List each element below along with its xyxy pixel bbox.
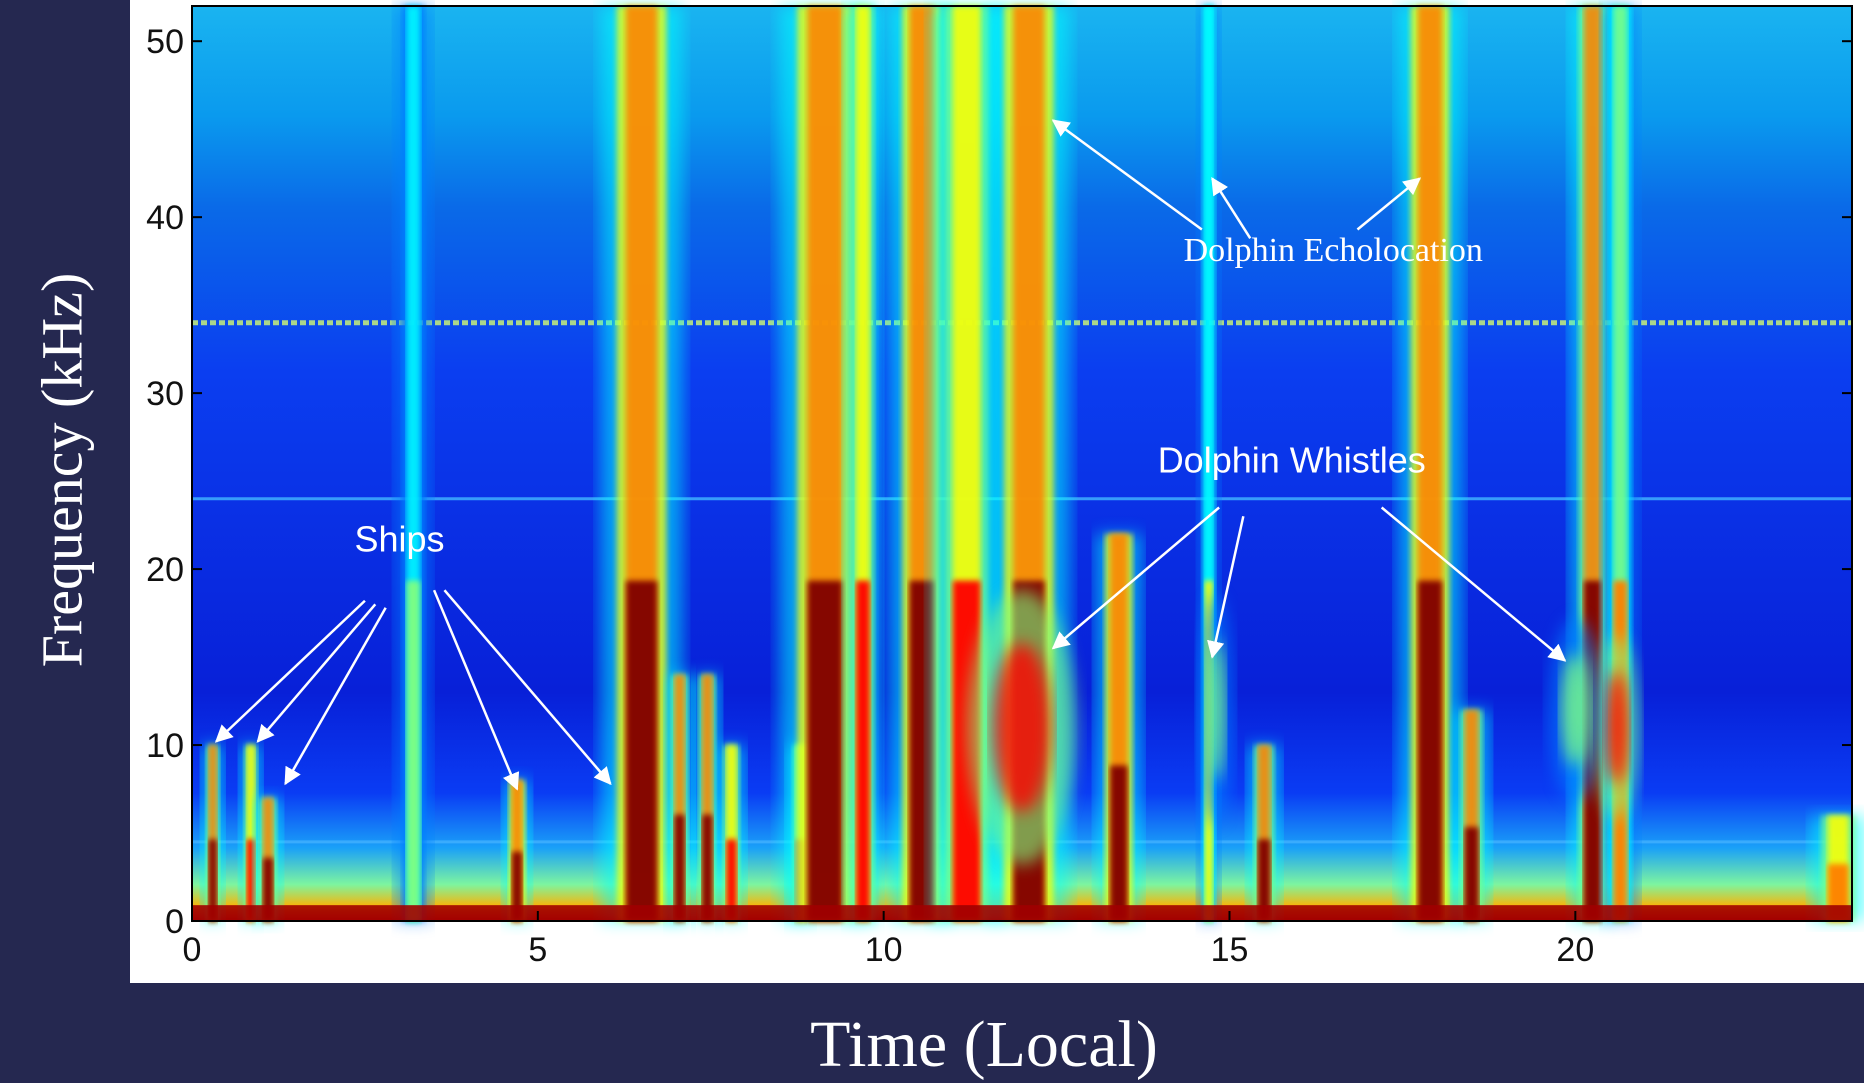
annotation-arrow [284,607,387,786]
y-axis-label: Frequency (kHz) [29,272,95,668]
x-axis-label: Time (Local) [810,1008,1158,1081]
annotation-label: Dolphin Whistles [1158,439,1426,480]
acoustic-event [666,674,694,921]
acoustic-event [254,797,282,921]
y-tick-label: 20 [146,551,184,589]
whistle-patch [968,590,1076,865]
x-tick-label: 0 [183,931,202,969]
acoustic-event [1398,6,1462,921]
annotation-label: Ships [354,518,444,559]
annotation-arrow [1051,506,1220,650]
whistle-patch [1197,595,1234,825]
annotation-arrow [443,589,612,786]
acoustic-event [601,6,683,921]
annotation-arrow [1356,177,1422,231]
y-tick-label: 40 [146,199,184,237]
acoustic-event [201,745,224,921]
x-tick-label: 20 [1556,931,1594,969]
low-frequency-floor [192,905,1852,921]
whistle-patch [1548,618,1603,802]
acoustic-event [503,780,531,921]
annotation: Dolphin Whistles [1051,439,1567,662]
annotation-arrow [1051,119,1203,231]
acoustic-event [1811,815,1864,921]
annotations: Ships Dolphin Echolocation Dolphin Whistle… [214,119,1567,791]
annotation-arrow [1207,516,1245,659]
annotation-arrow [1211,176,1252,239]
acoustic-event [1096,533,1142,921]
acoustic-event [1453,709,1490,921]
x-tick-label: 5 [528,931,547,969]
x-tick-label: 15 [1211,931,1249,969]
y-tick-label: 10 [146,727,184,765]
annotation: Dolphin Echolocation [1051,119,1483,269]
annotation-arrow [256,603,377,743]
acoustic-event [1247,745,1281,921]
annotation-label: Dolphin Echolocation [1184,232,1483,269]
acoustic-event [395,6,432,921]
y-tick-label: 50 [146,23,184,61]
axes: 0 10 20 30 40 50 0 5 10 15 20 [146,5,1853,969]
annotation-arrow [432,589,520,791]
y-tick-label: 30 [146,375,184,413]
plot-frame [191,5,1853,922]
spectrogram-chart: Ships Dolphin Echolocation Dolphin Whistle… [146,5,1864,969]
acoustic-event [718,745,745,921]
acoustic-event [693,674,721,921]
acoustic-event [844,6,881,921]
annotation: Ships [214,518,612,791]
whistle-patch [1594,635,1640,819]
annotation-arrow [1380,506,1567,662]
x-tick-label: 10 [865,931,903,969]
y-tick-label: 0 [165,903,184,941]
annotation-arrow [214,599,366,743]
plot-area [192,6,1864,921]
chart-panel: Ships Dolphin Echolocation Dolphin Whistle… [130,0,1864,983]
